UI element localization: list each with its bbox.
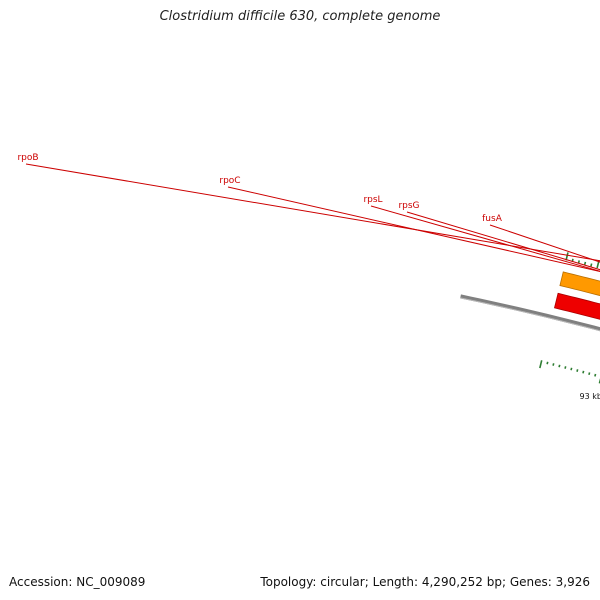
cds-track <box>554 292 600 320</box>
gene-label-rpoC: rpoC <box>219 176 240 186</box>
scale-minor-tick <box>552 363 555 366</box>
scale-minor-tick <box>594 373 597 377</box>
gene-label-leader-fusA <box>489 224 600 263</box>
gene-label-rpsG: rpsG <box>398 201 419 211</box>
gene-label-leader-rpoB <box>25 163 600 262</box>
minor-tick <box>583 261 587 266</box>
gene-track <box>559 271 600 297</box>
genome-title: Clostridium difficile 630, complete geno… <box>159 9 441 24</box>
gene-label-rpsL: rpsL <box>363 195 382 205</box>
accession-info: Accession: NC_009089 <box>9 575 145 589</box>
genes-value: 3,926 <box>555 575 590 589</box>
scale-minor-tick <box>546 361 549 365</box>
genes-label: Genes: <box>509 575 552 589</box>
scale-minor-tick <box>570 367 573 371</box>
scale-major-tick <box>539 360 543 369</box>
kbp-labels: 93 kbp94 kbp95 kbp96 kbp97 kbp98 kbp99 k… <box>580 392 600 401</box>
accession-value: NC_009089 <box>76 575 146 589</box>
backbone-highlight <box>460 297 600 332</box>
gene-label-fusA: fusA <box>482 214 503 224</box>
backbone-track <box>460 294 600 332</box>
gene-block-rpoB <box>559 271 600 297</box>
scale-minor-tick <box>558 364 561 368</box>
accession-label: Accession: <box>9 575 73 589</box>
topology-label: Topology: <box>260 575 317 589</box>
scale-minor-tick <box>564 366 567 369</box>
kbp-label: 93 kbp <box>580 392 600 401</box>
topology-info: Topology: circular; Length: 4,290,252 bp… <box>260 575 590 589</box>
minor-tick <box>590 263 593 267</box>
gene-label-leader-rpsG <box>406 211 600 271</box>
length-label: Length: <box>372 575 419 589</box>
topology-value: circular <box>320 575 365 589</box>
length-value: 4,290,252 bp <box>421 575 502 589</box>
scale-minor-tick <box>576 369 579 372</box>
cds-arrow <box>554 292 600 320</box>
backbone-line <box>460 294 600 332</box>
gene-label-leader-rpoC <box>227 186 600 272</box>
gene-labels: rpoB rpoC rpsL rpsG fusA <box>17 153 600 272</box>
gene-label-leader-rpsL <box>370 205 600 272</box>
gene-label-rpoB: rpoB <box>17 153 38 163</box>
scale-minor-tick <box>582 370 585 374</box>
major-tick <box>565 252 569 261</box>
scale-minor-tick <box>588 372 591 376</box>
